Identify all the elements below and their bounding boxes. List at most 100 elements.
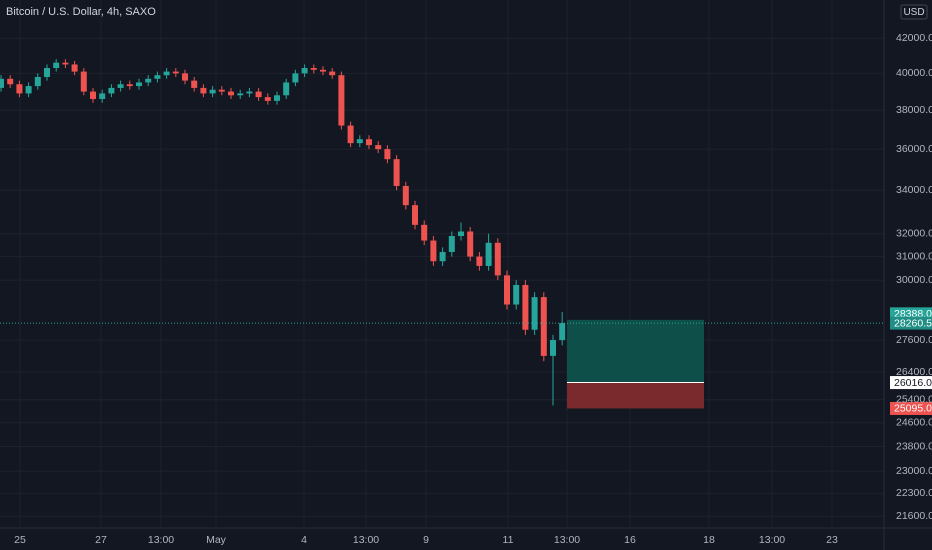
- x-tick-label: 13:00: [759, 534, 785, 546]
- candle-body: [375, 145, 382, 150]
- price-badge-label: 26016.0: [894, 377, 932, 389]
- candle-body: [62, 62, 69, 65]
- candle-body: [292, 73, 299, 83]
- y-tick-label: 32000.0: [896, 228, 932, 240]
- candle-body: [494, 242, 501, 276]
- candle-body: [320, 69, 326, 72]
- candle-body: [191, 80, 198, 88]
- y-tick-label: 21600.0: [896, 510, 932, 522]
- candle-body: [347, 125, 354, 144]
- price-badge-label: 25095.0: [894, 403, 932, 415]
- price-badge: [890, 401, 932, 415]
- candle-body: [136, 82, 142, 87]
- candle-body: [540, 297, 547, 356]
- y-tick-label: 40000.0: [896, 67, 932, 79]
- plot: [0, 59, 884, 409]
- x-tick-label: 23: [826, 534, 838, 546]
- candle-body: [237, 93, 244, 96]
- candle-body: [301, 68, 308, 74]
- y-tick-label: 38000.0: [896, 104, 932, 116]
- candle-body: [402, 185, 409, 206]
- candle-body: [329, 71, 336, 76]
- candle-body: [559, 323, 566, 341]
- candle-body: [356, 139, 363, 144]
- candle-body: [467, 231, 474, 257]
- candle-body: [209, 89, 216, 94]
- candle-body: [504, 275, 510, 305]
- candle-body: [430, 240, 437, 262]
- candle-body: [163, 71, 170, 76]
- candle-body: [16, 84, 23, 94]
- y-tick-label: 26400.0: [896, 366, 932, 378]
- candle-body: [218, 89, 225, 92]
- x-tick-label: 11: [503, 534, 514, 546]
- candle-body: [338, 75, 345, 126]
- candle-body: [366, 139, 372, 146]
- y-tick-label: 42000.0: [896, 32, 932, 44]
- candle-body: [384, 149, 391, 160]
- candle-body: [439, 251, 446, 262]
- candle-body: [310, 68, 317, 70]
- candle-body: [0, 78, 4, 88]
- y-tick-label: 34000.0: [896, 184, 932, 196]
- chart-title: Bitcoin / U.S. Dollar, 4h, SAXO: [6, 6, 156, 18]
- candle-body: [71, 64, 78, 72]
- candle-body: [126, 84, 133, 87]
- candle-body: [522, 284, 529, 330]
- candle-body: [90, 91, 96, 99]
- candle-body: [44, 68, 50, 77]
- y-tick-label: 24600.0: [896, 417, 932, 429]
- candle-body: [154, 75, 161, 79]
- y-tick-label: 36000.0: [896, 143, 932, 155]
- x-tick-label: 25: [14, 534, 26, 546]
- candle-body: [283, 82, 290, 96]
- candle-body: [448, 236, 455, 252]
- candle-body: [117, 84, 124, 88]
- currency-label: USD: [903, 7, 924, 18]
- candle-body: [145, 78, 152, 83]
- y-tick-label: 23800.0: [896, 440, 932, 452]
- y-tick-label: 30000.0: [896, 274, 932, 286]
- y-tick-label: 22300.0: [896, 487, 932, 499]
- price-badge-label: 28260.5: [894, 317, 932, 329]
- price-badge: [890, 316, 932, 330]
- candle-body: [172, 71, 179, 74]
- candle-body: [200, 87, 207, 94]
- candle-body: [412, 205, 418, 225]
- x-tick-label: 16: [624, 534, 636, 546]
- x-tick-label: 13:00: [148, 534, 174, 546]
- candle-body: [228, 91, 234, 96]
- candle-body: [264, 97, 271, 101]
- y-tick-label: 27600.0: [896, 334, 932, 346]
- currency-badge: [900, 4, 928, 20]
- candle-body: [421, 224, 428, 241]
- x-tick-label: 18: [703, 534, 715, 546]
- grid: [0, 0, 884, 528]
- x-tick-label: 9: [423, 534, 429, 546]
- x-tick-label: 4: [301, 534, 307, 546]
- candle-body: [182, 73, 188, 81]
- x-tick-label: 27: [95, 534, 107, 546]
- profit-zone: [567, 319, 704, 383]
- candle-body: [99, 93, 106, 99]
- y-tick-label: 25400.0: [896, 394, 932, 406]
- candle-body: [255, 91, 262, 98]
- y-tick-label: 23000.0: [896, 465, 932, 477]
- candle-body: [246, 91, 253, 94]
- candle-body: [485, 242, 492, 266]
- x-tick-label: 13:00: [554, 534, 580, 546]
- x-tick-label: May: [206, 534, 227, 546]
- candle-body: [7, 78, 14, 85]
- candle-body: [80, 71, 87, 92]
- candle-body: [513, 284, 520, 305]
- candle-body: [274, 95, 280, 101]
- x-tick-label: 13:00: [353, 534, 379, 546]
- price-badge: [890, 376, 932, 390]
- candle-body: [393, 159, 400, 186]
- candle-body: [550, 340, 556, 356]
- candle-body: [531, 297, 538, 330]
- candle-body: [34, 76, 41, 87]
